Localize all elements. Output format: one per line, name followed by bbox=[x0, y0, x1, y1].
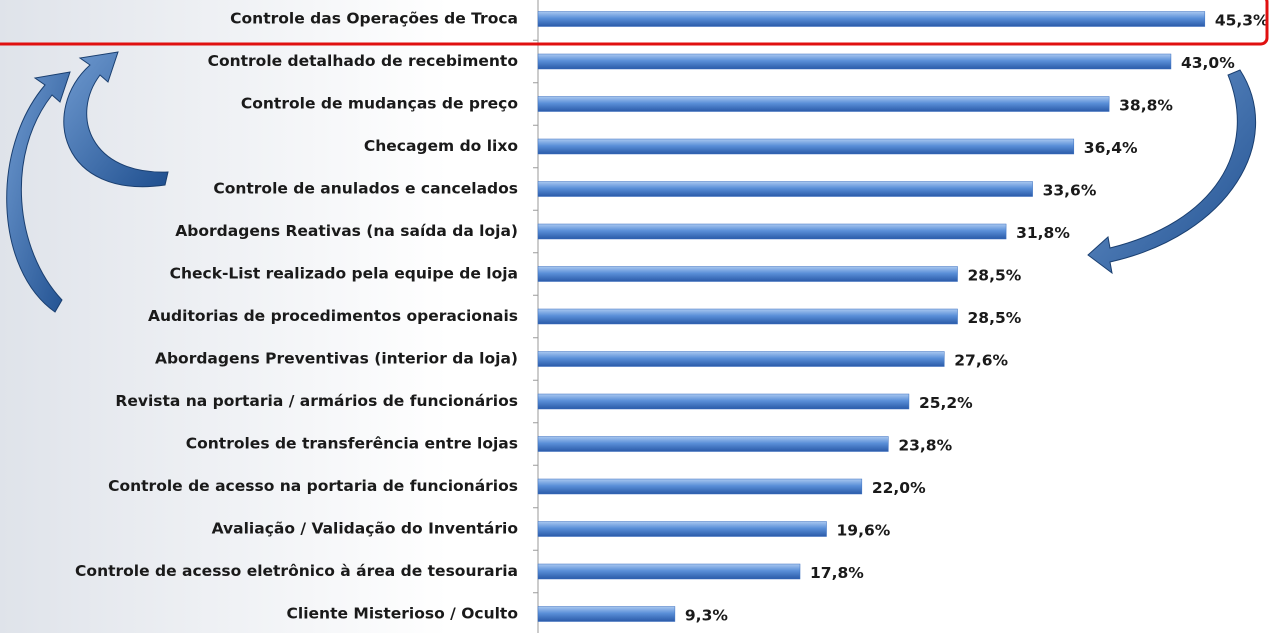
category-label: Abordagens Preventivas (interior da loja… bbox=[155, 350, 518, 368]
value-label: 27,6% bbox=[954, 352, 1008, 370]
category-label: Controle de mudanças de preço bbox=[241, 95, 518, 113]
bar bbox=[538, 182, 1033, 197]
bar bbox=[538, 352, 944, 367]
value-label: 45,3% bbox=[1215, 12, 1269, 30]
bar bbox=[538, 267, 958, 282]
bar bbox=[538, 564, 800, 579]
bar bbox=[538, 97, 1109, 112]
bar bbox=[538, 309, 958, 324]
category-label: Abordagens Reativas (na saída da loja) bbox=[175, 222, 518, 240]
value-label: 43,0% bbox=[1181, 54, 1235, 72]
value-label: 33,6% bbox=[1043, 182, 1097, 200]
category-label: Controle das Operações de Troca bbox=[230, 10, 518, 28]
value-label: 38,8% bbox=[1119, 97, 1173, 115]
page: {"chart_data": {"type": "bar", "orientat… bbox=[0, 0, 1280, 633]
value-label: 25,2% bbox=[919, 394, 973, 412]
category-label: Controle de acesso na portaria de funcio… bbox=[108, 477, 518, 495]
category-label: Controle de anulados e cancelados bbox=[213, 180, 518, 198]
value-label: 23,8% bbox=[898, 437, 952, 455]
bar bbox=[538, 12, 1205, 27]
category-label: Checagem do lixo bbox=[364, 137, 518, 155]
category-label: Check-List realizado pela equipe de loja bbox=[170, 265, 518, 283]
category-label: Auditorias de procedimentos operacionais bbox=[148, 307, 518, 325]
value-label: 19,6% bbox=[837, 522, 891, 540]
bar bbox=[538, 394, 909, 409]
value-label: 28,5% bbox=[968, 267, 1022, 285]
value-label: 36,4% bbox=[1084, 139, 1138, 157]
bar bbox=[538, 437, 888, 452]
value-label: 31,8% bbox=[1016, 224, 1070, 242]
bar bbox=[538, 224, 1006, 239]
category-label: Cliente Misterioso / Oculto bbox=[287, 605, 518, 623]
category-label: Controle detalhado de recebimento bbox=[208, 52, 518, 70]
category-label: Revista na portaria / armários de funcio… bbox=[115, 392, 518, 410]
value-label: 9,3% bbox=[685, 607, 728, 625]
category-label: Controles de transferência entre lojas bbox=[186, 435, 518, 453]
value-label: 28,5% bbox=[968, 309, 1022, 327]
value-label: 17,8% bbox=[810, 564, 864, 582]
bar bbox=[538, 139, 1074, 154]
bar bbox=[538, 54, 1171, 69]
category-label: Controle de acesso eletrônico à área de … bbox=[75, 562, 518, 580]
category-label: Avaliação / Validação do Inventário bbox=[212, 520, 518, 538]
chart: Controle das Operações de Troca 45,3% Cont… bbox=[0, 0, 1280, 633]
bar bbox=[538, 607, 675, 622]
bar bbox=[538, 522, 827, 537]
bar bbox=[538, 479, 862, 494]
value-label: 22,0% bbox=[872, 479, 926, 497]
